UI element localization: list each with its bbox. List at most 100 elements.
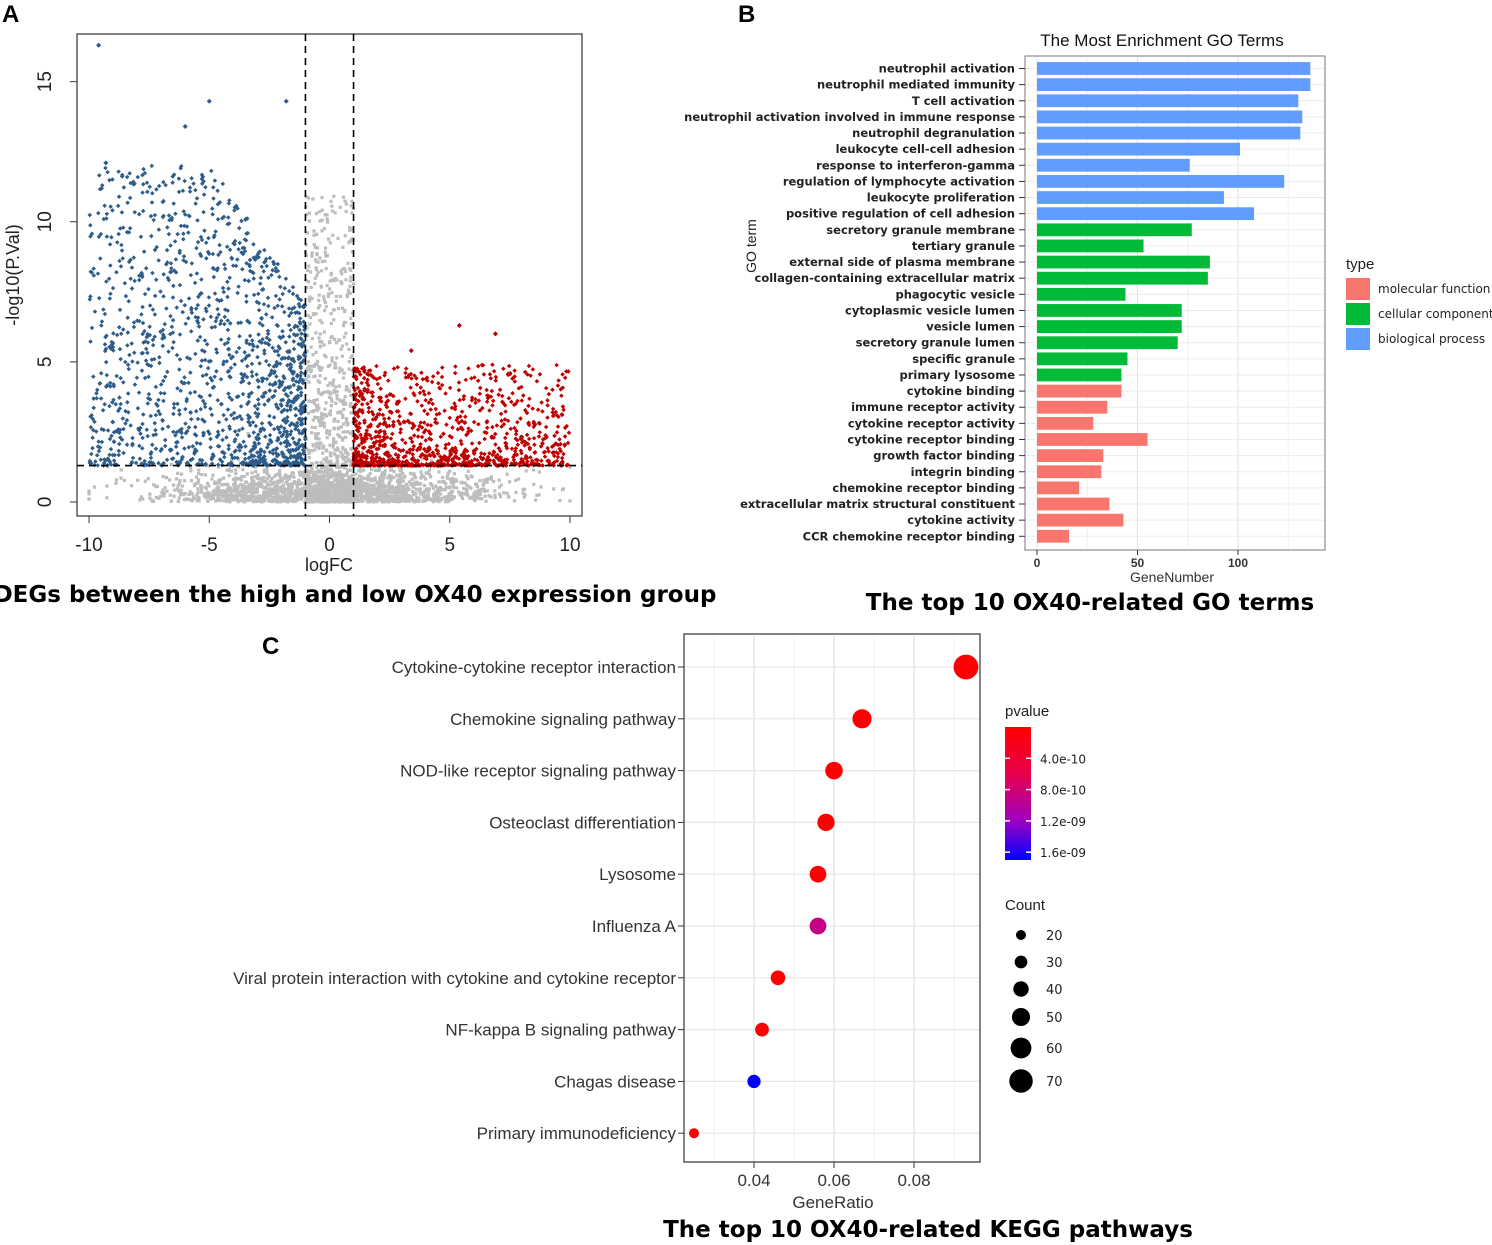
volcano-point-ns — [154, 495, 158, 500]
volcano-point-down — [264, 376, 270, 382]
volcano-point-down — [258, 275, 264, 281]
volcano-point-ns — [320, 195, 324, 200]
volcano-point-ns — [269, 494, 273, 498]
volcano-point-up — [387, 453, 393, 458]
volcano-point-ns — [313, 426, 318, 430]
volcano-point-down — [203, 462, 208, 468]
volcano-point-down — [298, 335, 303, 341]
volcano-point-ns — [306, 478, 310, 482]
volcano-point-down — [255, 397, 261, 402]
volcano-point-down — [246, 433, 252, 439]
volcano-point-up — [555, 424, 561, 429]
volcano-point-ns — [280, 487, 284, 491]
volcano-point-ns — [493, 489, 497, 493]
volcano-point-ns — [308, 500, 312, 504]
volcano-point-down — [259, 421, 265, 426]
volcano-point-ns — [310, 425, 314, 429]
volcano-point-ns — [444, 485, 448, 489]
volcano-point-down — [267, 255, 273, 261]
volcano-point-ns — [443, 488, 447, 492]
volcano-point-ns — [317, 406, 321, 410]
volcano-point-up — [374, 451, 379, 457]
volcano-point-up — [554, 362, 559, 368]
volcano-point-ns — [366, 487, 370, 491]
volcano-point-ns — [192, 497, 196, 501]
volcano-point-down — [259, 315, 264, 321]
volcano-point-ns — [129, 484, 134, 488]
volcano-point-down — [291, 346, 297, 352]
volcano-point-ns — [330, 204, 334, 208]
volcano-point-ns — [192, 483, 197, 488]
volcano-point-down — [261, 269, 266, 274]
volcano-point-up — [423, 376, 429, 382]
volcano-point-up — [501, 366, 506, 372]
volcano-point-ns — [532, 482, 536, 486]
volcano-point-up — [458, 438, 464, 444]
volcano-point-ns — [172, 494, 176, 498]
volcano-point-ns — [297, 480, 301, 484]
volcano-point-ns — [307, 474, 311, 478]
volcano-point-ns — [330, 399, 334, 403]
volcano-point-ns — [190, 492, 194, 496]
volcano-point-ns — [217, 465, 221, 469]
volcano-point-ns — [310, 431, 314, 435]
volcano-point-up — [543, 432, 548, 438]
volcano-point-ns — [318, 423, 322, 428]
volcano-point-down — [105, 456, 111, 461]
volcano-point-down — [208, 314, 214, 320]
volcano-point-ns — [329, 404, 333, 408]
volcano-point-up — [433, 416, 438, 422]
volcano-point-ns — [313, 479, 317, 483]
volcano-point-ns — [212, 496, 216, 500]
volcano-point-up — [537, 372, 543, 377]
volcano-point-ns — [331, 233, 335, 237]
volcano-point-down — [131, 320, 137, 325]
volcano-point-ns — [326, 477, 330, 481]
volcano-point-down — [285, 393, 290, 399]
volcano-point-up — [512, 425, 517, 431]
volcano-point-up — [421, 420, 427, 425]
volcano-point-up — [368, 399, 374, 404]
volcano-point-ns — [309, 368, 314, 372]
volcano-point-ns — [486, 477, 490, 481]
volcano-point-ns — [179, 472, 184, 476]
volcano-point-down — [246, 419, 251, 425]
volcano-point-ns — [195, 499, 199, 503]
volcano-point-ns — [335, 356, 339, 360]
volcano-point-down — [283, 340, 289, 345]
volcano-point-down — [258, 426, 263, 432]
volcano-point-ns — [376, 484, 381, 488]
volcano-point-ns — [302, 492, 307, 496]
volcano-point-ns — [414, 487, 418, 491]
volcano-point-ns — [249, 494, 253, 498]
volcano-point-down — [249, 454, 254, 459]
volcano-point-ns — [447, 486, 452, 490]
volcano-point-up — [458, 414, 463, 419]
volcano-point-down — [152, 312, 158, 317]
volcano-point-ns — [282, 495, 287, 500]
volcano-point-up — [395, 364, 401, 370]
volcano-point-up — [463, 414, 468, 420]
volcano-point-ns — [344, 209, 348, 214]
volcano-point-up — [503, 440, 508, 446]
volcano-point-ns — [497, 485, 502, 489]
volcano-point-down — [291, 448, 296, 453]
volcano-point-up — [554, 413, 560, 418]
volcano-point-ns — [355, 496, 359, 501]
volcano-point-up — [491, 398, 496, 404]
volcano-point-up — [471, 448, 476, 454]
volcano-point-up — [512, 368, 517, 373]
volcano-point-ns — [429, 459, 434, 463]
volcano-point-ns — [489, 477, 494, 481]
volcano-point-up — [493, 431, 498, 437]
volcano-point-down — [274, 374, 279, 379]
volcano-point-down — [294, 442, 299, 447]
volcano-point-ns — [369, 488, 374, 492]
volcano-point-ns — [446, 497, 450, 501]
volcano-point-down — [261, 301, 267, 307]
volcano-point-up — [426, 446, 431, 451]
volcano-point-up — [425, 411, 430, 417]
volcano-point-ns — [474, 482, 478, 486]
volcano-point-down — [255, 354, 260, 360]
volcano-point-down — [296, 384, 301, 390]
